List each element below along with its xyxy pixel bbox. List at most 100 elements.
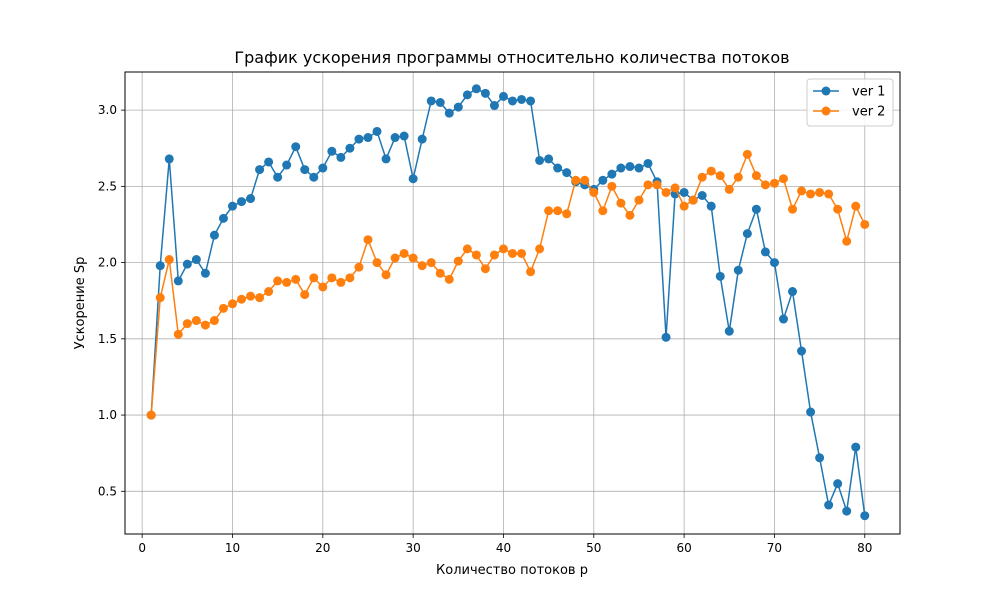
y-tick-label: 1.0 [98, 408, 117, 422]
x-tick-label: 20 [315, 541, 330, 555]
y-tick-label: 2.5 [98, 179, 117, 193]
data-point-ver2 [282, 277, 292, 287]
data-point-ver1 [508, 96, 517, 106]
data-point-ver1 [291, 142, 301, 152]
data-point-ver1 [833, 479, 843, 489]
data-point-ver1 [345, 143, 355, 153]
data-point-ver1 [246, 194, 256, 204]
data-point-ver1 [661, 332, 671, 342]
data-point-ver2 [191, 316, 201, 326]
data-point-ver1 [751, 204, 761, 214]
data-point-ver2 [562, 209, 572, 219]
data-point-ver1 [860, 511, 870, 521]
data-point-ver1 [760, 247, 770, 257]
legend-label-ver2: ver 2 [852, 105, 885, 120]
data-point-ver1 [381, 154, 391, 164]
y-tick-label: 0.5 [98, 484, 117, 498]
data-point-ver2 [580, 175, 590, 185]
data-point-ver2 [273, 276, 283, 286]
data-point-ver1 [625, 162, 635, 172]
data-point-ver2 [508, 248, 517, 258]
data-point-ver1 [742, 229, 752, 239]
data-point-ver2 [688, 195, 698, 205]
data-point-ver2 [851, 201, 861, 211]
data-point-ver1 [797, 346, 807, 356]
data-point-ver2 [517, 248, 527, 258]
data-point-ver2 [571, 175, 581, 185]
x-tick-label: 60 [676, 541, 691, 555]
data-point-ver2 [309, 273, 319, 283]
series-group [146, 84, 870, 521]
grid [125, 72, 900, 534]
axis-ticks: 0 10 20 30 40 50 60 70 80 0.5 1.0 1.5 2.0 2.5 3.0 [98, 103, 873, 555]
data-point-ver1 [273, 172, 283, 182]
data-point-ver2 [345, 273, 355, 283]
plot-frame [124, 71, 901, 535]
data-point-ver2 [806, 189, 816, 199]
data-point-ver1 [697, 191, 707, 200]
data-point-ver1 [408, 174, 418, 184]
data-point-ver2 [408, 253, 418, 263]
data-point-ver2 [471, 250, 481, 260]
data-point-ver1 [435, 98, 445, 107]
data-point-ver1 [399, 131, 409, 141]
data-point-ver2 [797, 186, 807, 196]
x-axis-label: Количество потоков p [436, 563, 588, 578]
data-point-ver2 [417, 261, 427, 271]
data-point-ver1 [209, 230, 219, 240]
data-point-ver1 [282, 160, 292, 170]
x-tick-label: 30 [406, 541, 421, 555]
data-point-ver1 [264, 157, 274, 167]
data-point-ver2 [634, 195, 644, 205]
data-point-ver2 [751, 171, 761, 181]
data-point-ver2 [291, 274, 301, 284]
data-point-ver1 [462, 90, 472, 100]
data-point-ver2 [182, 319, 192, 329]
legend-label-ver1: ver 1 [852, 85, 885, 100]
data-point-ver2 [742, 149, 752, 159]
data-point-ver1 [218, 213, 228, 223]
data-point-ver2 [842, 236, 852, 246]
data-point-ver2 [255, 293, 265, 303]
data-point-ver1 [164, 154, 174, 164]
data-point-ver2 [788, 204, 798, 214]
data-point-ver1 [824, 500, 834, 510]
data-point-ver1 [598, 175, 608, 185]
data-point-ver2 [209, 316, 219, 326]
data-point-ver2 [643, 180, 653, 190]
data-point-ver2 [318, 282, 328, 292]
data-point-ver1 [562, 168, 572, 178]
y-axis-label: Ускорение Sp [73, 257, 88, 350]
data-point-ver2 [354, 262, 364, 272]
data-point-ver2 [300, 290, 310, 300]
data-point-ver2 [327, 273, 337, 283]
y-tick-label: 2.0 [98, 256, 117, 270]
data-point-ver2 [164, 255, 174, 265]
data-point-ver2 [426, 258, 436, 268]
data-point-ver1 [498, 91, 508, 101]
series-ver2 [146, 149, 870, 420]
data-point-ver2 [173, 329, 183, 339]
data-point-ver2 [227, 299, 237, 309]
x-tick-label: 40 [496, 541, 511, 555]
data-point-ver1 [607, 169, 617, 179]
data-point-ver2 [589, 187, 599, 197]
data-point-ver2 [724, 184, 734, 194]
data-point-ver2 [652, 180, 662, 190]
data-point-ver1 [517, 94, 527, 104]
y-tick-label: 1.5 [98, 332, 117, 346]
data-point-ver2 [824, 189, 834, 199]
legend: ver 1 ver 2 [806, 78, 894, 127]
chart-title: График ускорения программы относительно … [234, 48, 789, 67]
data-point-ver2 [733, 172, 743, 182]
data-point-ver1 [480, 88, 490, 98]
data-point-ver2 [670, 183, 680, 193]
data-point-ver1 [815, 453, 825, 463]
data-point-ver2 [218, 303, 228, 313]
data-point-ver1 [191, 255, 201, 265]
data-point-ver2 [679, 201, 689, 211]
data-point-ver1 [544, 154, 554, 164]
data-point-ver2 [860, 219, 870, 229]
data-point-ver1 [526, 96, 536, 106]
